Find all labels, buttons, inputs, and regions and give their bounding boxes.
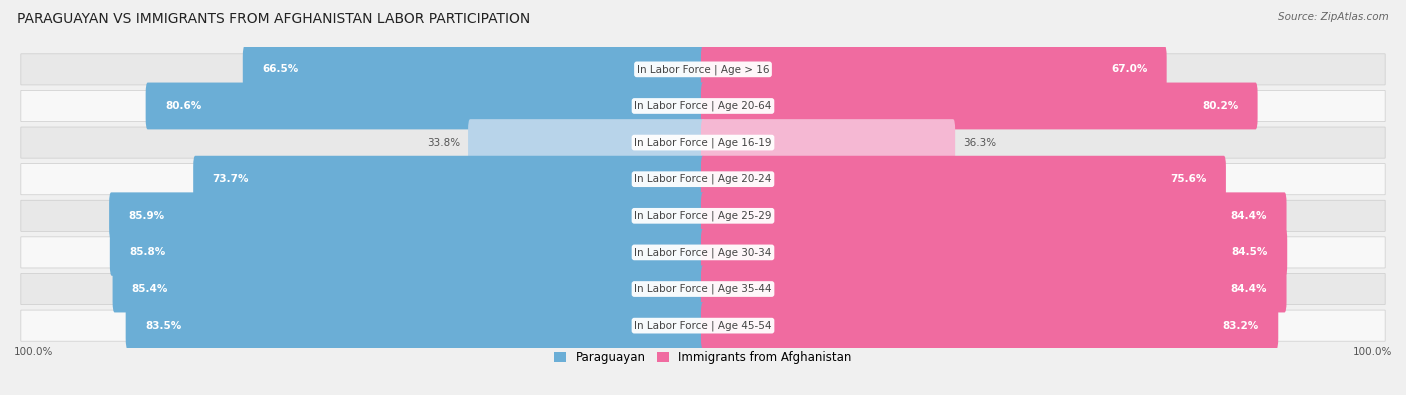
FancyBboxPatch shape — [21, 90, 1385, 122]
Text: 73.7%: 73.7% — [212, 174, 249, 184]
Text: In Labor Force | Age 35-44: In Labor Force | Age 35-44 — [634, 284, 772, 294]
FancyBboxPatch shape — [112, 265, 704, 312]
Text: 36.3%: 36.3% — [963, 137, 997, 148]
FancyBboxPatch shape — [702, 156, 1226, 203]
FancyBboxPatch shape — [193, 156, 704, 203]
Text: In Labor Force | Age 20-64: In Labor Force | Age 20-64 — [634, 101, 772, 111]
FancyBboxPatch shape — [702, 83, 1257, 130]
FancyBboxPatch shape — [21, 273, 1385, 305]
FancyBboxPatch shape — [21, 237, 1385, 268]
FancyBboxPatch shape — [21, 200, 1385, 231]
Text: 83.5%: 83.5% — [145, 321, 181, 331]
Text: 85.8%: 85.8% — [129, 247, 166, 258]
FancyBboxPatch shape — [21, 127, 1385, 158]
Text: In Labor Force | Age 30-34: In Labor Force | Age 30-34 — [634, 247, 772, 258]
Text: 66.5%: 66.5% — [262, 64, 298, 74]
Text: 67.0%: 67.0% — [1111, 64, 1147, 74]
FancyBboxPatch shape — [125, 302, 704, 349]
FancyBboxPatch shape — [21, 54, 1385, 85]
FancyBboxPatch shape — [146, 83, 704, 130]
Legend: Paraguayan, Immigrants from Afghanistan: Paraguayan, Immigrants from Afghanistan — [550, 346, 856, 369]
FancyBboxPatch shape — [110, 229, 704, 276]
Text: 84.4%: 84.4% — [1230, 211, 1267, 221]
FancyBboxPatch shape — [21, 164, 1385, 195]
FancyBboxPatch shape — [243, 46, 704, 93]
Text: In Labor Force | Age > 16: In Labor Force | Age > 16 — [637, 64, 769, 75]
Text: 80.6%: 80.6% — [165, 101, 201, 111]
Text: In Labor Force | Age 25-29: In Labor Force | Age 25-29 — [634, 211, 772, 221]
Text: 83.2%: 83.2% — [1223, 321, 1258, 331]
FancyBboxPatch shape — [110, 192, 704, 239]
Text: 100.0%: 100.0% — [1353, 346, 1392, 357]
FancyBboxPatch shape — [702, 192, 1286, 239]
FancyBboxPatch shape — [702, 119, 955, 166]
Text: In Labor Force | Age 20-24: In Labor Force | Age 20-24 — [634, 174, 772, 184]
Text: 100.0%: 100.0% — [14, 346, 53, 357]
Text: PARAGUAYAN VS IMMIGRANTS FROM AFGHANISTAN LABOR PARTICIPATION: PARAGUAYAN VS IMMIGRANTS FROM AFGHANISTA… — [17, 12, 530, 26]
FancyBboxPatch shape — [702, 229, 1288, 276]
Text: 84.4%: 84.4% — [1230, 284, 1267, 294]
FancyBboxPatch shape — [21, 310, 1385, 341]
FancyBboxPatch shape — [702, 265, 1286, 312]
Text: Source: ZipAtlas.com: Source: ZipAtlas.com — [1278, 12, 1389, 22]
Text: 80.2%: 80.2% — [1202, 101, 1239, 111]
FancyBboxPatch shape — [702, 302, 1278, 349]
FancyBboxPatch shape — [468, 119, 704, 166]
Text: 85.9%: 85.9% — [128, 211, 165, 221]
Text: In Labor Force | Age 45-54: In Labor Force | Age 45-54 — [634, 320, 772, 331]
Text: In Labor Force | Age 16-19: In Labor Force | Age 16-19 — [634, 137, 772, 148]
Text: 75.6%: 75.6% — [1170, 174, 1206, 184]
Text: 85.4%: 85.4% — [132, 284, 169, 294]
Text: 84.5%: 84.5% — [1232, 247, 1268, 258]
FancyBboxPatch shape — [702, 46, 1167, 93]
Text: 33.8%: 33.8% — [426, 137, 460, 148]
